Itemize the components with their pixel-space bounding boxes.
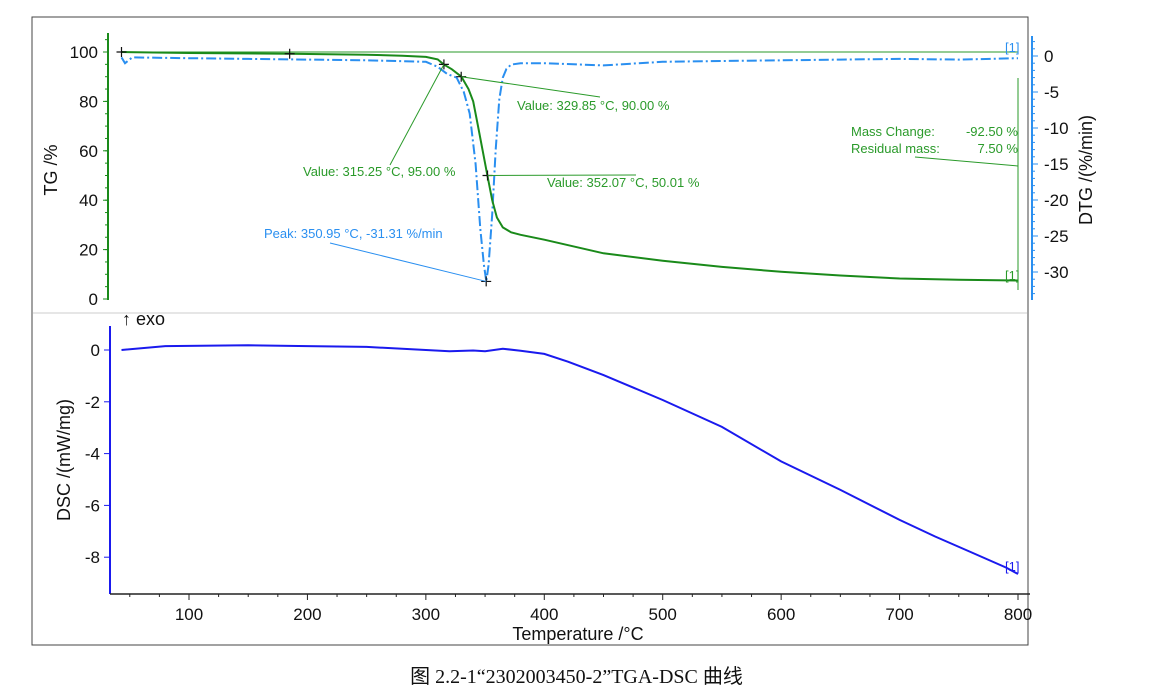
dtg-curve-tag: [1] (1005, 40, 1019, 55)
tg-tick-label: 60 (79, 142, 98, 161)
tg-tick-label: 100 (70, 43, 98, 62)
x-tick-label: 300 (412, 605, 440, 624)
tg-curve-tag: [1] (1005, 268, 1019, 283)
residual-label: Residual mass: (851, 141, 940, 156)
dsc-tick-label: -2 (85, 393, 100, 412)
x-axis-label: Temperature /°C (512, 624, 643, 644)
x-tick-label: 600 (767, 605, 795, 624)
dtg-tick-label: -30 (1044, 263, 1069, 282)
mass-change-label: Mass Change: (851, 124, 935, 139)
dsc-axis-label: DSC /(mW/mg) (54, 399, 74, 521)
residual-value: 7.50 % (978, 141, 1019, 156)
dsc-tick-label: 0 (91, 341, 100, 360)
tg-tick-label: 80 (79, 92, 98, 111)
x-tick-label: 700 (885, 605, 913, 624)
x-tick-label: 400 (530, 605, 558, 624)
annotation-329: Value: 329.85 °C, 90.00 % (517, 98, 670, 113)
dsc-tick-label: -4 (85, 445, 100, 464)
annotation-peak: Peak: 350.95 °C, -31.31 %/min (264, 226, 443, 241)
dtg-tick-label: -15 (1044, 155, 1069, 174)
x-tick-label: 800 (1004, 605, 1032, 624)
x-tick-label: 200 (293, 605, 321, 624)
annotation-352: Value: 352.07 °C, 50.01 % (547, 175, 700, 190)
mass-change-value: -92.50 % (966, 124, 1018, 139)
tg-tick-label: 0 (89, 290, 98, 309)
dtg-tick-label: -20 (1044, 191, 1069, 210)
dtg-tick-label: -25 (1044, 227, 1069, 246)
annotation-315: Value: 315.25 °C, 95.00 % (303, 164, 456, 179)
dtg-tick-label: -5 (1044, 83, 1059, 102)
tg-tick-label: 20 (79, 241, 98, 260)
dtg-tick-label: 0 (1044, 47, 1053, 66)
x-tick-label: 100 (175, 605, 203, 624)
exo-label: ↑ exo (122, 309, 165, 329)
tg-axis-label: TG /% (41, 144, 61, 195)
dsc-tick-label: -6 (85, 496, 100, 515)
dtg-tick-label: -10 (1044, 119, 1069, 138)
x-tick-label: 500 (649, 605, 677, 624)
tg-tick-label: 40 (79, 191, 98, 210)
figure-caption: 图 2.2-1“2302003450-2”TGA-DSC 曲线 (0, 660, 1153, 689)
dsc-tick-label: -8 (85, 548, 100, 567)
dsc-curve-tag: [1] (1005, 559, 1019, 574)
dtg-axis-label: DTG /(%/min) (1076, 115, 1096, 225)
